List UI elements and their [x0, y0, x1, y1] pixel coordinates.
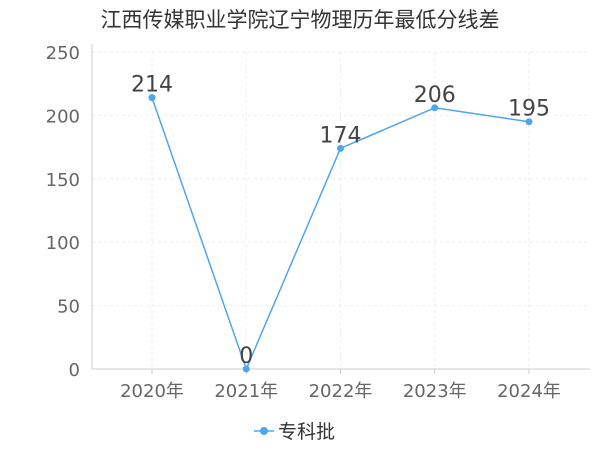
- y-tick-label: 200: [46, 106, 80, 127]
- data-label: 174: [320, 123, 362, 148]
- data-label: 195: [508, 97, 550, 122]
- chart-title: 江西传媒职业学院辽宁物理历年最低分线差: [101, 8, 500, 32]
- data-point[interactable]: [525, 118, 533, 126]
- legend[interactable]: 专科批: [254, 421, 335, 443]
- y-tick-label: 250: [46, 43, 80, 64]
- data-label: 206: [414, 83, 456, 108]
- x-tick-label: 2022年: [309, 381, 373, 402]
- data-point[interactable]: [148, 94, 156, 102]
- data-point[interactable]: [431, 104, 439, 112]
- y-tick-label: 50: [57, 297, 80, 318]
- y-tick-label: 150: [46, 170, 80, 191]
- x-tick-label: 2023年: [403, 381, 467, 402]
- data-point[interactable]: [337, 144, 344, 152]
- x-tick-label: 2020年: [120, 381, 184, 402]
- axes: 0 50 100 150 200 250 2020年 2021年 2022年 2023年 2024年: [46, 43, 590, 402]
- legend-label: 专科批: [278, 421, 335, 443]
- legend-marker: [260, 427, 268, 435]
- data-point[interactable]: [242, 365, 250, 373]
- x-tick-label: 2021年: [214, 381, 278, 402]
- x-tick-label: 2024年: [497, 381, 561, 402]
- y-tick-label: 0: [69, 360, 80, 381]
- series-layer: 214 0 174 206 195: [131, 73, 550, 373]
- data-label: 214: [131, 73, 173, 98]
- y-tick-label: 100: [46, 233, 80, 254]
- data-label: 0: [239, 344, 253, 369]
- grid: [92, 51, 590, 369]
